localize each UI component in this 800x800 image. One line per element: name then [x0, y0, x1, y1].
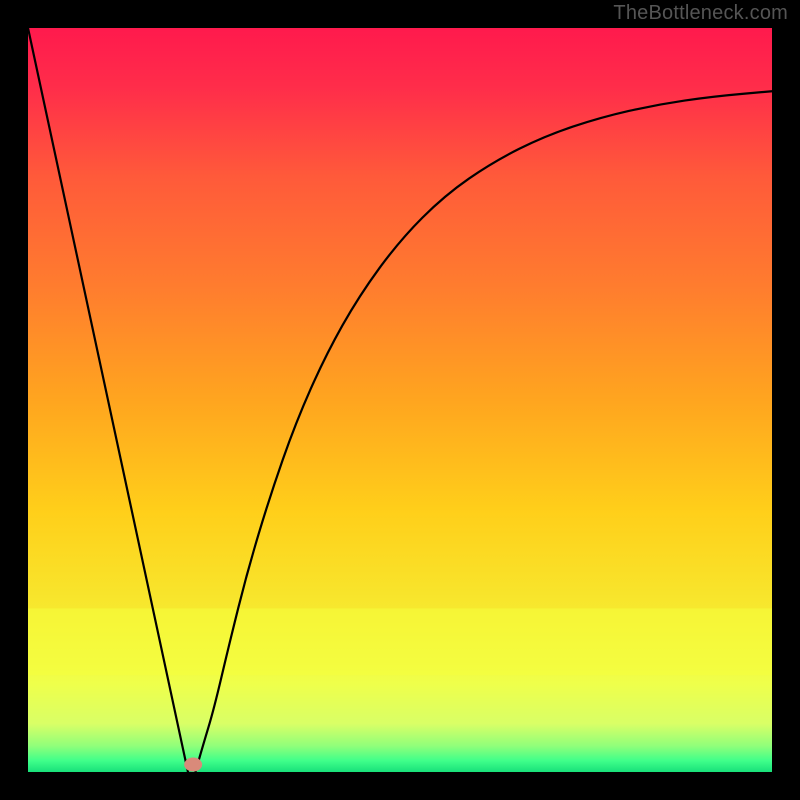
chart-svg [28, 28, 772, 772]
chart-frame: TheBottleneck.com [0, 0, 800, 800]
minimum-marker [184, 758, 202, 772]
watermark-text: TheBottleneck.com [613, 2, 788, 25]
plot-area [28, 28, 772, 772]
yellow-band [28, 608, 772, 675]
